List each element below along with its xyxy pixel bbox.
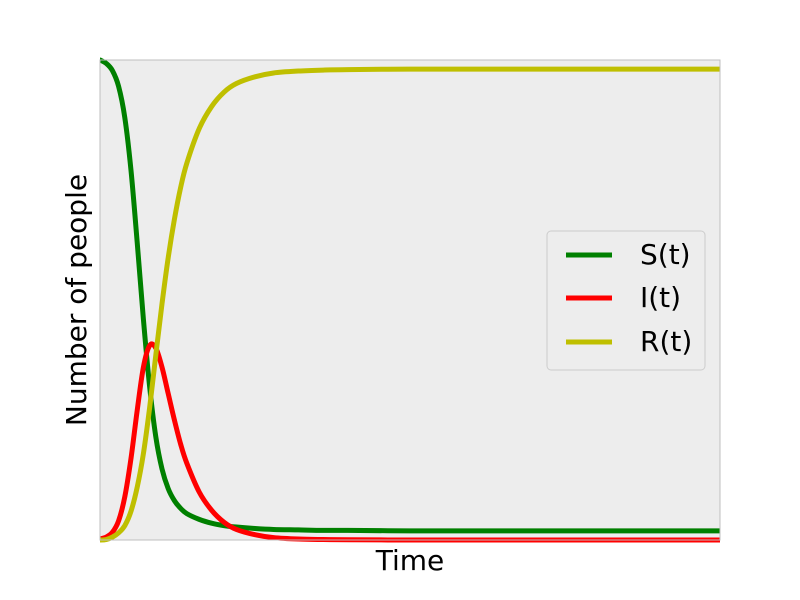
- series-line-r: [100, 66, 720, 543]
- legend: S(t) I(t) R(t): [546, 230, 706, 371]
- series-line-s: [100, 57, 720, 534]
- legend-box: [546, 230, 706, 371]
- y-axis-label: Number of people: [60, 174, 93, 426]
- legend-label-s: S(t): [640, 238, 691, 271]
- plot-frame: [99, 59, 721, 541]
- x-axis-label: Time: [375, 544, 445, 577]
- legend-label-r: R(t): [640, 325, 692, 358]
- legend-label-i: I(t): [640, 281, 681, 314]
